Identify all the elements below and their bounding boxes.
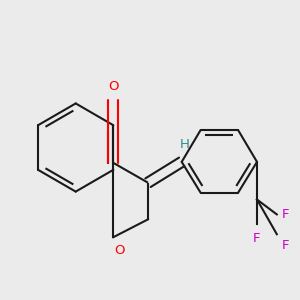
Text: H: H [180,139,190,152]
Text: O: O [108,80,119,93]
Text: F: F [253,232,261,245]
Text: F: F [282,239,290,252]
Text: O: O [114,244,124,257]
Text: F: F [282,208,290,221]
